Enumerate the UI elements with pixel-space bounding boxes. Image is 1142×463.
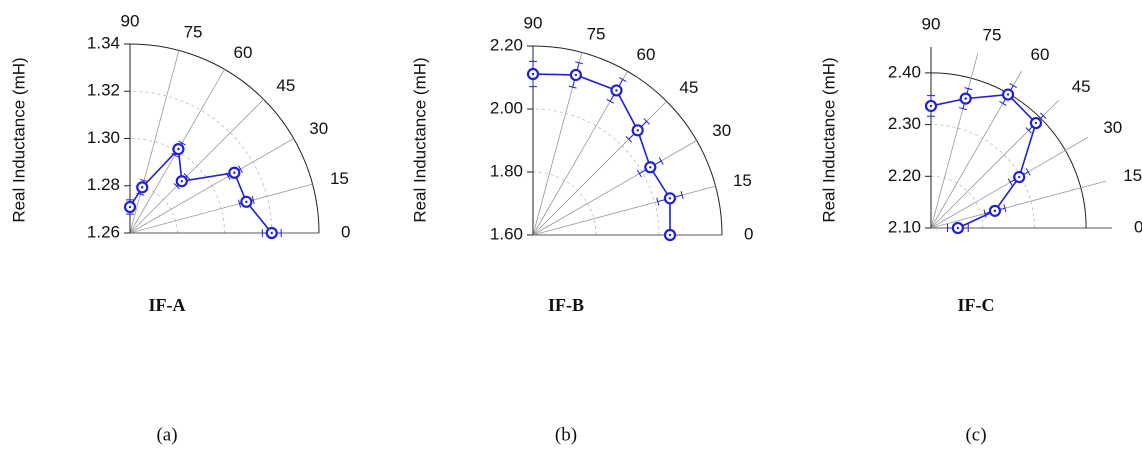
chart-title: IF-C [958,295,995,315]
y-tick-label: 1.32 [87,81,120,100]
angle-tick-label: 30 [1103,118,1122,137]
angle-tick-label: 45 [679,78,698,97]
angle-tick-label: 0 [341,222,350,241]
angle-tick-label: 90 [524,13,543,32]
y-axis-label: Real Inductance (mH) [410,57,429,222]
angle-tick-label: 75 [184,23,203,42]
y-axis-label: Real Inductance (mH) [9,57,28,222]
radial-grid-line [930,180,1106,229]
data-point-center [956,226,960,230]
chart-caption: (b) [555,424,577,445]
angle-tick-label: 30 [712,121,731,140]
data-point-center [141,186,144,189]
data-point-center [233,171,236,174]
data-point-center [964,97,967,100]
angle-tick-label: 60 [1031,45,1050,64]
data-point-center [668,233,672,237]
y-tick-label: 1.30 [87,128,120,147]
angle-tick-label: 15 [330,169,349,188]
angle-tick-label: 90 [121,11,140,30]
y-tick-label: 2.30 [888,114,921,133]
data-point-center [128,205,132,209]
angle-tick-label: 45 [276,76,295,95]
y-axis-label: Real Inductance (mH) [819,57,838,222]
angle-tick-label: 75 [983,25,1002,44]
data-point-center [531,72,535,76]
data-point-center [177,147,180,151]
angle-tick-label: 90 [922,14,941,33]
grid-arc [930,124,1035,229]
data-point-center [270,231,273,235]
radial-grid-line [532,185,716,236]
angle-tick-label: 75 [587,25,606,44]
data-line [532,73,671,236]
data-point-center [574,73,578,77]
y-tick-label: 2.40 [888,62,921,81]
y-tick-label: 1.60 [490,224,523,243]
data-point-center [180,180,183,183]
radial-grid-line [129,183,313,234]
y-tick-label: 1.28 [87,175,120,194]
radial-grid-line [532,140,697,236]
angle-tick-label: 45 [1072,77,1091,96]
data-point-center [993,209,997,213]
data-line [930,93,1037,229]
y-tick-label: 2.20 [888,166,921,185]
y-tick-label: 2.10 [888,217,921,236]
y-tick-label: 2.00 [490,98,523,117]
y-tick-label: 1.34 [87,33,120,52]
angle-tick-label: 60 [234,43,253,62]
radial-grid-line [930,137,1088,229]
chart-title: IF-B [548,295,584,315]
data-point-center [1018,175,1021,179]
angle-tick-label: 0 [1134,217,1142,236]
y-tick-label: 1.80 [490,161,523,180]
radial-grid-line [930,53,979,229]
grid-arc [129,90,273,234]
angle-tick-label: 0 [744,224,753,243]
data-point-center [1034,121,1038,125]
data-point-center [668,197,672,200]
chart-title: IF-A [149,295,186,315]
data-point-center [929,104,933,108]
angle-tick-label: 60 [637,45,656,64]
data-point-center [649,166,652,169]
chart-caption: (c) [965,424,986,445]
y-tick-label: 2.20 [490,35,523,54]
angle-tick-label: 30 [309,119,328,138]
data-point-center [1006,93,1010,96]
data-point-center [245,200,248,204]
y-tick-label: 1.26 [87,222,120,241]
radial-grid-line [129,50,180,234]
chart-caption: (a) [156,424,177,445]
data-point-center [615,89,618,92]
angle-tick-label: 15 [1123,166,1142,185]
radial-grid-line [129,138,294,234]
angle-tick-label: 15 [733,171,752,190]
data-point-center [636,129,639,132]
radial-grid-line [129,99,264,234]
